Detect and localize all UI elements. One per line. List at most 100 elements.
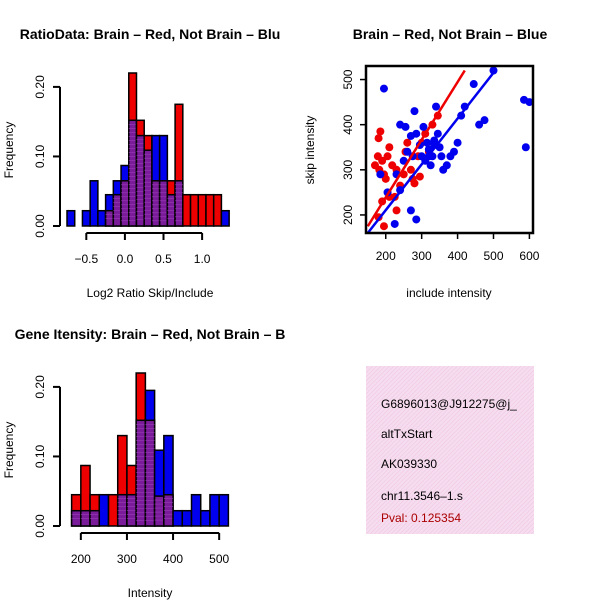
scatter-point-blue — [480, 116, 489, 125]
histogram-overlap-bar — [116, 493, 128, 527]
x-tick-label: 0.0 — [117, 252, 134, 266]
histogram-overlap-bar — [120, 180, 130, 227]
histogram-bar — [89, 180, 99, 227]
scatter-point-red — [376, 127, 385, 136]
y-tick-label: 500 — [341, 69, 355, 89]
scatter-plot-area: 200 300 400 500 600 200 300 400 500 — [341, 64, 540, 263]
x-tick-label: −0.5 — [74, 252, 98, 266]
histogram-overlap-bar — [89, 509, 101, 527]
scatter-point-blue — [449, 147, 458, 156]
y-tick-label: 0.10 — [33, 144, 47, 168]
fit-line-blue — [366, 71, 495, 233]
x-tick-label: 200 — [71, 552, 91, 566]
ratio-histogram-axes: −0.5 0.0 0.5 1.0 0.00 0.10 0.20 — [33, 75, 211, 266]
scatter-marks — [366, 66, 533, 233]
scatter-ylabel: skip intensity — [303, 116, 317, 185]
histogram-bar — [181, 509, 193, 527]
histogram-overlap-bar — [135, 134, 145, 227]
scatter-point-red — [383, 152, 392, 161]
intensity-histogram-xlabel: Intensity — [128, 586, 173, 600]
histogram-overlap-bar — [104, 209, 115, 227]
x-tick-label: 300 — [117, 552, 137, 566]
histogram-overlap-bar — [151, 180, 161, 227]
intensity-histogram-panel: Gene Itensity: Brain – Red, Not Brain – … — [2, 326, 285, 600]
scatter-point-blue — [401, 122, 410, 131]
x-tick-label: 200 — [376, 249, 396, 263]
histogram-bar — [172, 509, 184, 527]
info-pval: Pval: 0.125354 — [381, 511, 461, 525]
scatter-point-blue — [423, 138, 432, 147]
histogram-bar — [189, 193, 200, 227]
scatter-point-red — [379, 222, 388, 231]
histogram-bar — [81, 209, 91, 227]
histogram-bar — [212, 193, 223, 227]
scatter-point-red — [415, 172, 424, 181]
info-accession: AK039330 — [381, 457, 437, 471]
histogram-overlap-bar — [70, 509, 82, 527]
histogram-overlap-bar — [174, 180, 184, 227]
info-panel-background — [366, 366, 534, 534]
scatter-point-blue — [442, 161, 451, 170]
y-tick-label: 400 — [341, 114, 355, 134]
info-panel: G6896013@J912275@j_ altTxStart AK039330 … — [366, 366, 534, 534]
scatter-point-red — [403, 138, 412, 147]
histogram-bar — [66, 209, 76, 227]
histogram-overlap-bar — [166, 193, 176, 227]
intensity-histogram-ylabel: Frequency — [2, 422, 16, 479]
scatter-point-red — [385, 143, 394, 152]
x-tick-label: 1.0 — [194, 252, 211, 266]
scatter-point-blue — [475, 120, 484, 129]
histogram-overlap-bar — [153, 495, 165, 527]
histogram-bar — [107, 493, 119, 527]
scatter-xlabel: include intensity — [406, 286, 491, 300]
x-tick-label: 0.5 — [155, 252, 172, 266]
scatter-point-red — [381, 174, 390, 183]
intensity-histogram-title: Gene Itensity: Brain – Red, Not Brain – … — [15, 326, 286, 342]
ratio-histogram-bars — [66, 72, 230, 227]
scatter-point-blue — [412, 129, 421, 138]
intensity-histogram-bars — [70, 372, 230, 527]
scatter-point-blue — [433, 129, 442, 138]
scatter-point-blue — [453, 138, 462, 147]
y-tick-label: 200 — [341, 205, 355, 225]
intensity-histogram-axes: 200 300 400 500 0.00 0.10 0.20 — [33, 375, 229, 566]
histogram-overlap-bar — [158, 180, 169, 227]
ratio-histogram-xlabel: Log2 Ratio Skip/Include — [87, 286, 214, 300]
histogram-bar — [205, 193, 215, 227]
histogram-bar — [220, 209, 230, 227]
scatter-panel: Brain – Red, Not Brain – Blue include in… — [303, 26, 547, 300]
x-tick-label: 500 — [209, 552, 229, 566]
scatter-point-blue — [426, 161, 435, 170]
scatter-point-blue — [410, 107, 419, 116]
y-tick-label: 300 — [341, 159, 355, 179]
scatter-point-red — [374, 134, 383, 143]
scatter-point-blue — [376, 170, 385, 179]
scatter-point-blue — [521, 143, 530, 152]
scatter-point-red — [392, 206, 401, 215]
info-event-type: altTxStart — [381, 427, 433, 441]
ratio-histogram-panel: RatioData: Brain – Red, Not Brain – Blu … — [2, 26, 280, 300]
scatter-point-red — [410, 179, 419, 188]
scatter-point-blue — [379, 84, 388, 93]
x-tick-label: 600 — [519, 249, 539, 263]
scatter-point-blue — [390, 219, 399, 228]
scatter-frame — [364, 64, 535, 235]
y-tick-label: 0.00 — [33, 514, 47, 538]
x-tick-label: 500 — [483, 249, 503, 263]
scatter-point-blue — [489, 66, 498, 75]
scatter-point-red — [406, 165, 415, 174]
histogram-bar — [199, 509, 211, 527]
scatter-point-blue — [525, 98, 533, 107]
y-tick-label: 0.10 — [33, 444, 47, 468]
histogram-overlap-bar — [80, 509, 91, 527]
scatter-point-red — [378, 156, 387, 165]
histogram-bar — [209, 493, 220, 527]
x-tick-label: 400 — [163, 552, 183, 566]
y-tick-label: 0.00 — [33, 214, 47, 238]
info-cluster: chr11.3546–1.s — [381, 489, 463, 503]
scatter-point-blue — [432, 102, 441, 111]
histogram-bar — [218, 493, 230, 527]
scatter-title: Brain – Red, Not Brain – Blue — [353, 26, 548, 42]
y-tick-label: 0.20 — [33, 75, 47, 99]
